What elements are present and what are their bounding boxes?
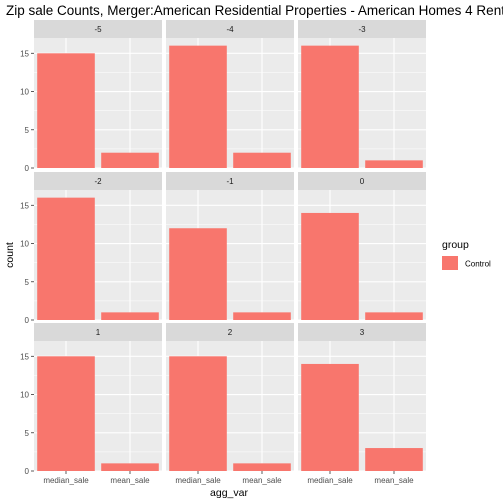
facet-1: -4 [166, 20, 294, 169]
facet-strip [166, 323, 294, 341]
facet-label: -2 [94, 177, 102, 186]
legend-label-control: Control [465, 260, 491, 269]
x-tick-label: median_sale [175, 476, 221, 485]
x-tick-label: mean_sale [242, 476, 282, 485]
bar-mean_sale [365, 160, 423, 168]
facet-label: -4 [226, 25, 234, 34]
facet-8: 3 median_sale mean_sale [298, 323, 426, 485]
facet-label: 0 [360, 177, 365, 186]
y-tick-label: 0 [25, 164, 30, 173]
bar-mean_sale [101, 152, 159, 168]
bar-median_sale [169, 45, 227, 168]
bar-median_sale [301, 212, 359, 320]
bar-median_sale [169, 356, 227, 471]
facet-0: -5 0 5 10 15 [20, 20, 162, 173]
facet-strip [166, 172, 294, 190]
y-tick-label: 5 [25, 429, 30, 438]
y-tick-label: 15 [20, 49, 29, 58]
x-tick-label: median_sale [307, 476, 353, 485]
x-tick-label: median_sale [43, 476, 89, 485]
facet-label: -3 [358, 25, 366, 34]
bar-median_sale [301, 45, 359, 168]
facet-strip [34, 20, 162, 38]
chart-title: Zip sale Counts, Merger:American Residen… [6, 3, 503, 18]
legend-title: group [442, 239, 469, 251]
bar-mean_sale [365, 312, 423, 320]
facet-label: -1 [226, 177, 234, 186]
bar-median_sale [301, 363, 359, 471]
bar-mean_sale [233, 312, 291, 320]
facet-label: 3 [360, 328, 365, 337]
facet-label: 2 [228, 328, 233, 337]
facet-strip [298, 323, 426, 341]
y-tick-label: 15 [20, 352, 29, 361]
bar-mean_sale [365, 448, 423, 471]
y-tick-label: 10 [20, 88, 29, 97]
x-tick-label: mean_sale [110, 476, 150, 485]
bar-mean_sale [101, 463, 159, 471]
y-tick-label: 5 [25, 126, 30, 135]
y-tick-label: 10 [20, 240, 29, 249]
facet-2: -3 [298, 20, 426, 169]
bar-mean_sale [233, 152, 291, 168]
facet-3: -2 0 5 10 15 [20, 172, 162, 325]
x-tick-label: mean_sale [374, 476, 414, 485]
y-tick-label: 5 [25, 278, 30, 287]
facet-label: 1 [96, 328, 101, 337]
bar-median_sale [37, 197, 95, 320]
facet-7: 2 median_sale mean_sale [166, 323, 294, 485]
facet-strip [166, 20, 294, 38]
facet-strip [34, 323, 162, 341]
bar-median_sale [37, 356, 95, 471]
y-tick-label: 0 [25, 316, 30, 325]
facet-strip [298, 20, 426, 38]
y-axis-title: count [4, 242, 16, 268]
facet-strip [34, 172, 162, 190]
legend-key-control [442, 256, 458, 270]
facet-4: -1 [166, 172, 294, 321]
y-tick-label: 0 [25, 467, 30, 476]
bar-mean_sale [101, 312, 159, 320]
y-tick-label: 10 [20, 391, 29, 400]
legend: group Control [442, 239, 491, 270]
y-tick-label: 15 [20, 201, 29, 210]
bar-median_sale [169, 228, 227, 320]
bar-mean_sale [233, 463, 291, 471]
bar-median_sale [37, 53, 95, 169]
x-axis-title: agg_var [210, 487, 248, 499]
facet-5: 0 [298, 172, 426, 321]
facet-strip [298, 172, 426, 190]
facet-label: -5 [94, 25, 102, 34]
